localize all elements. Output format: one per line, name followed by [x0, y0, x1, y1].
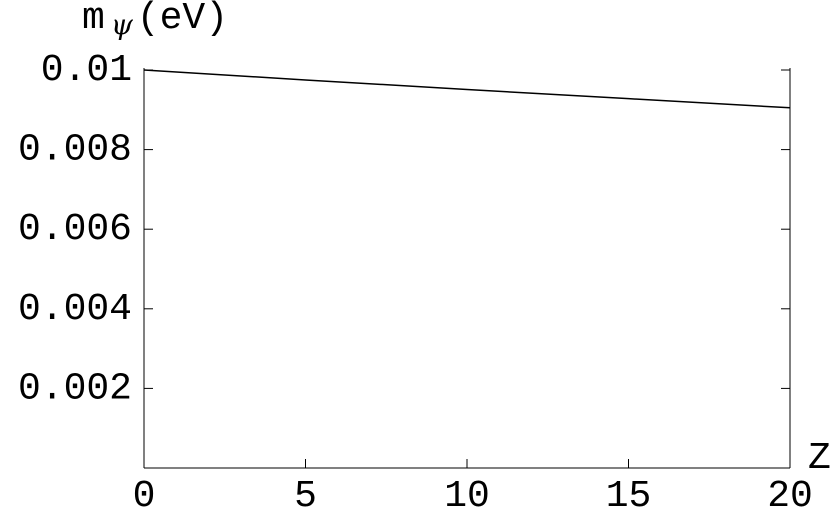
y-tick-label: 0.01 — [41, 49, 132, 92]
y-label-unit: (eV) — [137, 0, 228, 40]
y-tick-label: 0.006 — [18, 208, 132, 251]
x-tick-label: 15 — [606, 475, 652, 512]
y-tick-label: 0.008 — [18, 129, 132, 172]
y-label-symbol: m — [82, 0, 105, 40]
y-label-subscript: ψ — [111, 8, 134, 41]
y-tick-label: 0.004 — [18, 288, 132, 331]
x-tick-label: 0 — [133, 475, 156, 512]
x-tick-label: 10 — [444, 475, 490, 512]
x-axis-label: Z — [808, 437, 830, 480]
data-line — [143, 69, 791, 109]
x-tick-label: 20 — [767, 475, 813, 512]
x-tick-label: 5 — [294, 475, 317, 512]
y-axis-label: m ψ (eV) — [82, 0, 228, 41]
y-tick-label: 0.002 — [18, 367, 132, 410]
